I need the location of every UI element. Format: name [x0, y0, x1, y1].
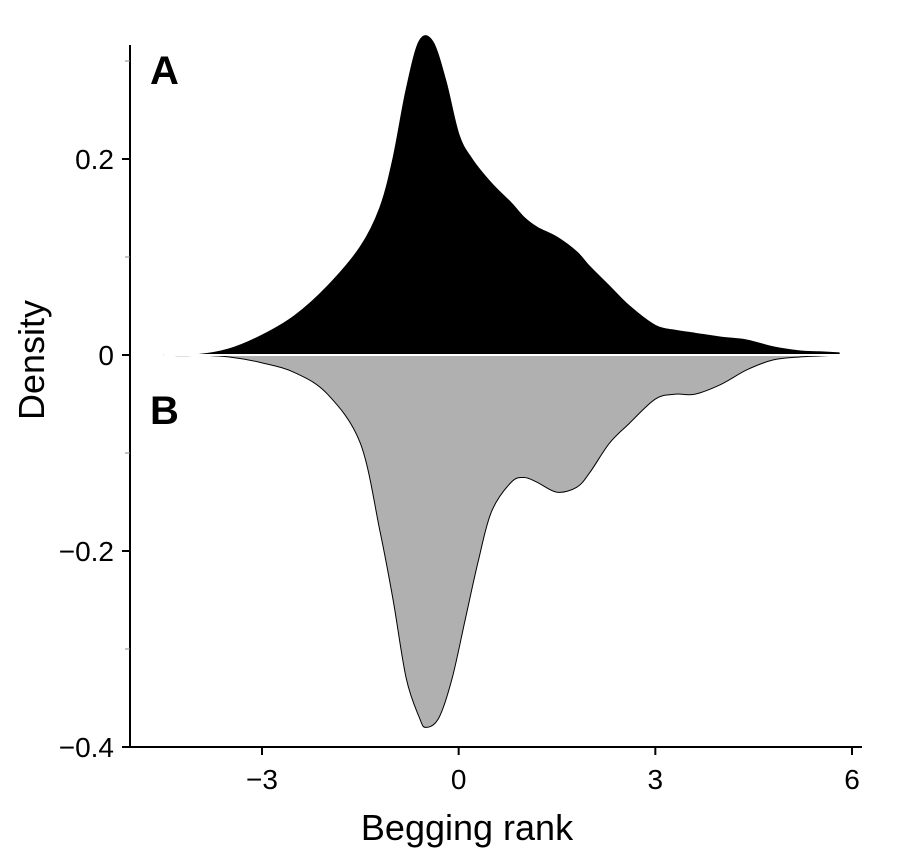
y-tick-label: −0.2: [59, 536, 114, 567]
x-axis-ticks: −3 0 3 6: [246, 747, 860, 795]
x-axis-title: Begging rank: [361, 807, 574, 848]
density-area-b: [196, 354, 839, 728]
axes: 0.2 0 −0.2 −0.4 −3 0 3 6: [59, 45, 862, 795]
x-tick-label: 3: [648, 764, 664, 795]
x-tick-label: 0: [451, 764, 467, 795]
plot-areas: [163, 35, 840, 728]
x-tick-label: −3: [246, 764, 278, 795]
y-tick-label: 0: [98, 340, 114, 371]
panel-label-a: A: [150, 49, 179, 93]
y-axis-ticks: 0.2 0 −0.2 −0.4: [59, 60, 130, 763]
y-tick-label: 0.2: [75, 144, 114, 175]
panel-label-b: B: [150, 389, 179, 433]
density-area-a: [163, 35, 840, 357]
y-axis-title: Density: [11, 300, 52, 420]
y-tick-label: −0.4: [59, 732, 114, 763]
x-tick-label: 6: [844, 764, 860, 795]
